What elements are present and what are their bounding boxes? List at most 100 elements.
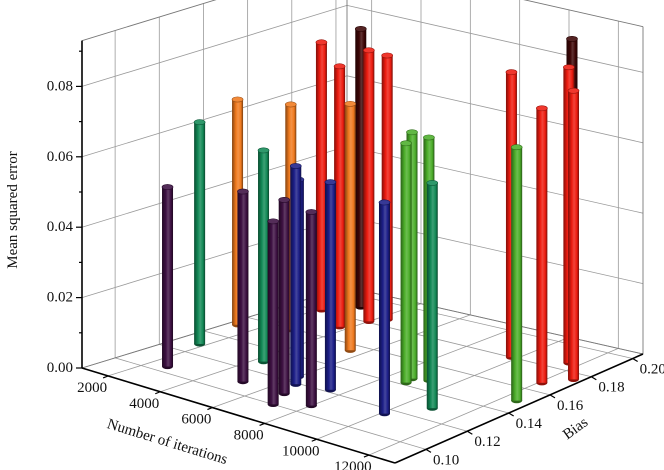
bar-body [324, 182, 336, 390]
bar-cylinder [289, 163, 302, 387]
bar-cylinder [363, 47, 375, 324]
bar-top [267, 218, 279, 225]
bar-top [305, 209, 318, 215]
bar-body [290, 165, 302, 385]
bar-body [536, 108, 548, 383]
x-tick-label: 8000 [234, 427, 264, 443]
bar-top [333, 63, 346, 70]
bars [161, 26, 580, 417]
bar-body [334, 66, 346, 327]
bar-body [344, 103, 356, 351]
bar-top [423, 134, 435, 141]
x-tick-label: 12000 [334, 459, 372, 470]
back-wall-gridline [346, 216, 644, 284]
x-axis-tick [102, 375, 109, 379]
y-axis-tick [591, 376, 597, 381]
y-axis-tick [549, 394, 556, 399]
bar-body [426, 182, 438, 409]
z-axis-title: Mean squared error [5, 151, 21, 268]
bar-cylinder [510, 144, 523, 404]
bar-top [505, 69, 518, 76]
bar-body [567, 90, 579, 380]
bar-top [354, 26, 367, 32]
x-tick-label: 4000 [129, 396, 159, 412]
bar-body [381, 55, 393, 320]
y-axis-title: Bias [560, 414, 591, 443]
axes [76, 40, 644, 464]
bar-cylinder [344, 100, 357, 353]
bar-cylinder [257, 147, 270, 365]
bar-body [363, 50, 375, 322]
bar-top [536, 105, 548, 112]
floor-gridline-bias [203, 330, 509, 414]
bar-cylinder [315, 39, 328, 313]
bar-top [344, 100, 357, 107]
left-wall-gridline [81, 5, 348, 87]
bar-top [231, 96, 244, 103]
x-axis-tick [207, 407, 213, 411]
bar-top [566, 35, 578, 42]
bar-top [510, 144, 523, 151]
bar-top [400, 140, 412, 147]
back-wall-gridline [346, 75, 644, 144]
box-edge [523, 0, 644, 28]
bar-top [567, 87, 580, 94]
bar-body [194, 122, 206, 344]
y-axis-tick [508, 412, 514, 417]
bar-top [289, 163, 302, 169]
y-tick-label: 0.16 [557, 398, 584, 414]
bar-body [237, 191, 249, 382]
bar-cylinder [333, 63, 346, 330]
left-wall-gridline [81, 145, 348, 228]
bar-top [563, 64, 575, 71]
z-tick-label: 0.00 [47, 360, 73, 376]
bar-top [161, 184, 174, 190]
bar-cylinder [426, 180, 439, 411]
x-axis-tick [155, 391, 161, 395]
x-tick-label: 2000 [77, 380, 107, 396]
bar-cylinder [536, 105, 548, 386]
bar-body [355, 28, 367, 307]
back-wall-gridline [346, 145, 644, 214]
bar-top [284, 101, 297, 108]
y-tick-label: 0.20 [640, 362, 664, 378]
x-axis-line [81, 367, 396, 464]
x-tick-label: 10000 [282, 443, 320, 459]
y-axis-line [394, 353, 644, 464]
left-wall-gridline [81, 75, 348, 158]
x-axis-tick [311, 438, 317, 442]
bar-body [258, 150, 270, 362]
x-tick-label: 6000 [181, 412, 211, 428]
y-tick-label: 0.10 [433, 452, 459, 468]
bar-cylinder [378, 199, 391, 417]
bar-top [257, 147, 270, 154]
y-axis-tick [467, 430, 473, 435]
bar-top [193, 119, 206, 126]
bar-top [381, 52, 393, 59]
y-axis-tick [425, 448, 432, 453]
bar-top [315, 39, 328, 46]
bar-body [406, 132, 418, 379]
tick-labels: 0.00 0.02 0.04 0.06 0.08 2000 4000 6000 8000 1000… [47, 78, 664, 470]
bar-body [305, 211, 317, 406]
box-edge [346, 286, 644, 355]
bar-top [324, 179, 337, 186]
bar-cylinder [237, 188, 249, 385]
bar-cylinder [567, 87, 580, 382]
x-axis-tick [259, 422, 265, 426]
z-tick-label: 0.08 [47, 78, 73, 94]
x-axis-tick [363, 454, 370, 458]
y-tick-label: 0.14 [516, 416, 543, 432]
bar-cylinder [278, 196, 291, 397]
bar-body [278, 199, 290, 394]
y-tick-label: 0.12 [474, 434, 500, 450]
bar-top [406, 129, 418, 136]
z-tick-label: 0.02 [47, 290, 73, 306]
z-tick-label: 0.06 [47, 149, 74, 165]
bar-cylinder [193, 119, 206, 347]
bar-top [363, 47, 375, 54]
bar-cylinder [267, 218, 279, 407]
back-wall-gridline [346, 5, 644, 73]
bar-cylinder [161, 184, 174, 370]
